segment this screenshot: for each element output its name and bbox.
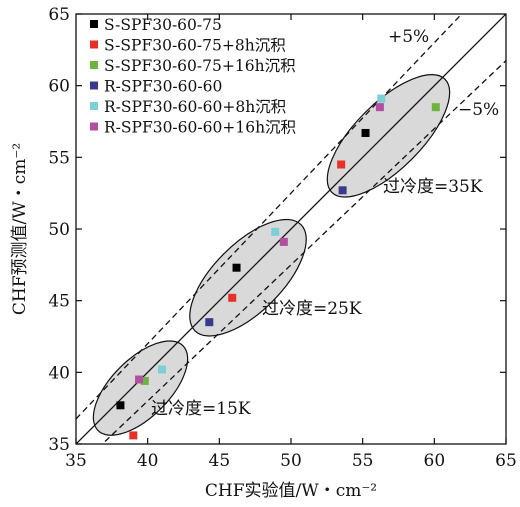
y-tick-label: 35 (48, 435, 70, 455)
x-tick-label: 35 (65, 451, 87, 471)
reference-lines-layer (76, 14, 506, 444)
x-axis-title: CHF实验值/W・cm⁻² (205, 481, 377, 501)
y-tick-label: 50 (48, 220, 70, 240)
point-s2-1 (129, 431, 138, 440)
point-s1-3 (361, 128, 370, 137)
legend: S-SPF30-60-75 S-SPF30-60-75+8h沉积 S-SPF30-6… (90, 16, 296, 137)
point-s4-2 (338, 186, 347, 195)
reference-line-2 (76, 14, 463, 420)
ellipses-layer (92, 74, 451, 436)
points-layer (116, 94, 440, 440)
y-tick-label: 55 (48, 148, 70, 168)
point-s5-3 (377, 94, 386, 103)
legend-label: S-SPF30-60-75+8h沉积 (104, 37, 286, 55)
y-tick-label: 45 (48, 292, 70, 312)
y-axis-title: CHF预测值/W・cm⁻² (10, 143, 30, 315)
point-s1-2 (232, 263, 241, 272)
x-tick-label: 60 (424, 451, 446, 471)
y-tick-label: 65 (48, 5, 70, 25)
x-tick-label: 50 (280, 451, 302, 471)
point-s6-3 (375, 103, 384, 112)
legend-label: S-SPF30-60-75+16h沉积 (104, 57, 296, 75)
point-s2-3 (337, 160, 346, 169)
legend-label: R-SPF30-60-60+8h沉积 (104, 98, 286, 116)
reference-line-label-2: +5% (388, 27, 429, 47)
legend-marker (90, 40, 98, 49)
legend-marker (90, 20, 98, 28)
x-tick-label: 45 (209, 451, 231, 471)
point-s6-2 (279, 237, 288, 246)
cluster-ellipse-3 (326, 74, 451, 198)
cluster-ellipse-2 (189, 218, 307, 337)
legend-label: S-SPF30-60-75 (104, 16, 222, 34)
point-s6-1 (135, 375, 144, 384)
x-tick-label: 55 (352, 451, 374, 471)
point-s3-1 (140, 376, 149, 385)
x-tick-label: 65 (495, 451, 517, 471)
reference-line-label-3: −5% (458, 100, 499, 120)
reference-line-1 (76, 14, 506, 444)
legend-marker (90, 122, 98, 131)
point-s1-1 (116, 401, 125, 410)
ticks-layer: 35 40 45 50 55 60 65 35 40 45 50 55 60 65 (48, 5, 516, 471)
point-s5-2 (271, 227, 280, 236)
reference-line-3 (101, 60, 506, 444)
x-tick-label: 40 (137, 451, 159, 471)
point-s4-1 (205, 318, 214, 327)
legend-marker (90, 61, 98, 69)
subcooling-label-3: 过冷度=35K (383, 177, 483, 197)
legend-marker (90, 81, 98, 90)
subcooling-label-2: 过冷度=25K (262, 299, 362, 319)
legend-marker (90, 102, 98, 110)
annotations-layer: 过冷度=15K 过冷度=25K 过冷度=35K +5% −5% (151, 27, 499, 419)
legend-label: R-SPF30-60-60 (104, 78, 222, 96)
point-s3-2 (431, 103, 440, 112)
y-tick-label: 40 (48, 363, 70, 383)
legend-label: R-SPF30-60-60+16h沉积 (104, 119, 296, 137)
y-tick-label: 60 (48, 77, 70, 97)
point-s5-1 (158, 365, 166, 374)
cluster-ellipse-1 (92, 340, 189, 436)
subcooling-label-1: 过冷度=15K (151, 399, 251, 419)
point-s2-2 (228, 293, 237, 302)
